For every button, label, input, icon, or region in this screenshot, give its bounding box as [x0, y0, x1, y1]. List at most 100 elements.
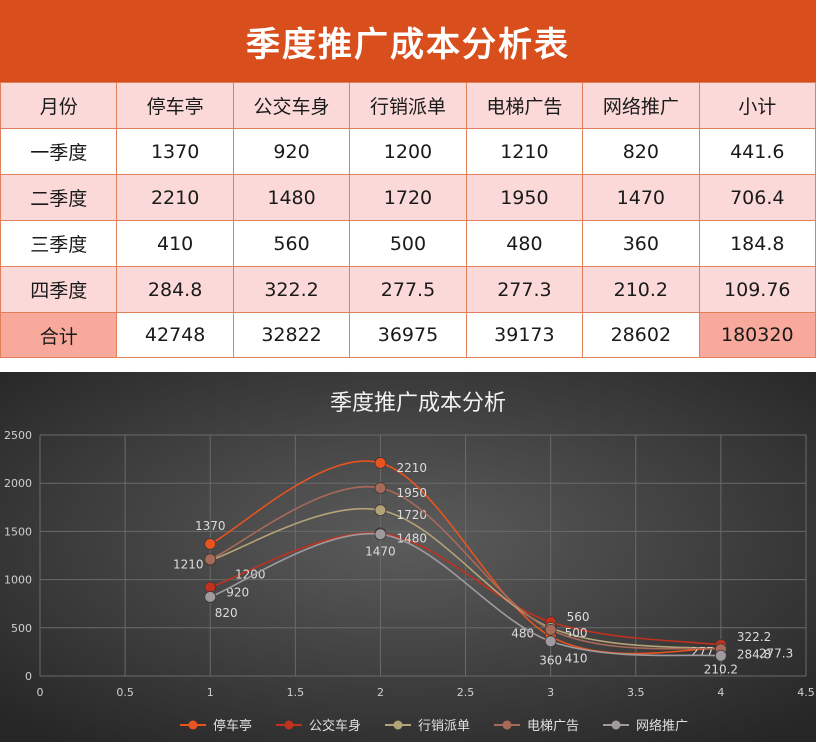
table-cell: 210.2	[582, 266, 700, 313]
table-cell: 360	[582, 220, 700, 267]
legend-marker	[393, 720, 403, 730]
table-cell: 一季度	[0, 128, 118, 175]
x-tick-label: 3.5	[627, 686, 645, 699]
y-tick-label: 1000	[4, 574, 32, 587]
header-cell: 电梯广告	[465, 82, 584, 129]
table-cell: 1370	[116, 128, 234, 175]
x-tick-label: 2.5	[457, 686, 475, 699]
table-cell: 1200	[349, 128, 467, 175]
chart-area: 季度推广成本分析 0 500 1000 1500 2000 2500 0 0.5 1 1.5 2 2.…	[0, 372, 816, 742]
table-header-row: 月份 停车亭 公交车身 行销派单 电梯广告 网络推广 小计	[0, 82, 816, 129]
data-label: 1720	[396, 508, 427, 522]
chart-background	[0, 372, 816, 742]
y-tick-label: 2000	[4, 477, 32, 490]
header-cell: 月份	[0, 82, 118, 129]
data-label: 1950	[396, 486, 427, 500]
chart-series: 1370 2210 410 284.8 920 1480 560 322.2 1200 1720 5…	[173, 457, 793, 677]
table-cell: 二季度	[0, 174, 118, 221]
x-tick-label: 1.5	[287, 686, 305, 699]
chart-axes: 0 500 1000 1500 2000 2500 0 0.5 1 1.5 2 2.5 3 3.5 4 4.5	[4, 429, 815, 699]
table-cell: 322.2	[232, 266, 351, 313]
data-label: 210.2	[704, 663, 738, 677]
data-point	[374, 457, 387, 469]
data-label: 1470	[365, 544, 396, 558]
legend-label: 网络推广	[636, 718, 688, 734]
series-line	[209, 460, 721, 655]
data-point	[204, 538, 217, 550]
y-tick-label: 500	[11, 622, 32, 635]
legend-marker	[502, 720, 512, 730]
table-cell: 920	[232, 128, 351, 175]
header-cell: 小计	[698, 82, 816, 129]
data-label: 500	[565, 626, 588, 640]
table-row: 四季度 284.8 322.2 277.5 277.3 210.2 109.76	[0, 266, 816, 313]
table-cell: 109.76	[698, 266, 816, 313]
x-tick-label: 3	[547, 686, 554, 699]
chart-legend: 停车亭 公交车身 行销派单 电梯广告 网络推广	[180, 718, 688, 734]
table-cell: 三季度	[0, 220, 118, 267]
table-cell: 1480	[232, 174, 351, 221]
data-label: 410	[565, 651, 588, 665]
table-cell: 1210	[465, 128, 584, 175]
table-row: 三季度 410 560 500 480 360 184.8	[0, 220, 816, 267]
data-label: 277.3	[759, 646, 793, 660]
table-cell: 441.6	[698, 128, 816, 175]
total-cell: 36975	[349, 312, 467, 358]
legend-marker	[611, 720, 621, 730]
x-tick-label: 0	[37, 686, 44, 699]
data-label: 1210	[173, 557, 204, 571]
header-cell: 公交车身	[232, 82, 351, 129]
total-label-cell: 合计	[0, 312, 118, 358]
x-tick-label: 4	[717, 686, 724, 699]
table-total-row: 合计 42748 32822 36975 39173 28602 180320	[0, 312, 816, 358]
data-point	[544, 635, 557, 648]
table-cell: 277.5	[349, 266, 467, 313]
table-cell: 284.8	[116, 266, 234, 313]
series-line	[209, 485, 721, 651]
table-cell: 2210	[116, 174, 234, 221]
x-tick-label: 2	[377, 686, 384, 699]
table-cell: 1470	[582, 174, 700, 221]
data-point	[374, 504, 387, 517]
data-point	[374, 528, 387, 541]
data-point	[204, 553, 217, 566]
data-label: 920	[226, 585, 249, 599]
data-label: 284.8	[737, 648, 771, 662]
table-row: 二季度 2210 1480 1720 1950 1470 706.4	[0, 174, 816, 221]
table-cell: 1950	[465, 174, 584, 221]
total-cell: 39173	[465, 312, 584, 358]
series-line	[209, 532, 721, 657]
y-tick-label: 0	[25, 670, 32, 683]
table-cell: 1720	[349, 174, 467, 221]
table-cell: 820	[582, 128, 700, 175]
data-label: 480	[511, 627, 534, 641]
page-title: 季度推广成本分析表	[0, 0, 816, 82]
data-label: 560	[567, 610, 590, 624]
x-tick-label: 1	[207, 686, 214, 699]
data-label: 1480	[396, 531, 427, 545]
y-tick-label: 1500	[4, 525, 32, 538]
legend-label: 电梯广告	[527, 719, 579, 734]
table-cell: 560	[232, 220, 351, 267]
table-cell: 277.3	[465, 266, 584, 313]
legend-label: 停车亭	[213, 718, 252, 734]
legend-label: 公交车身	[309, 718, 361, 734]
legend-label: 行销派单	[418, 719, 470, 734]
legend-marker	[284, 720, 294, 730]
data-label: 2210	[396, 461, 427, 475]
total-cell: 42748	[116, 312, 234, 358]
x-tick-label: 4.5	[797, 686, 815, 699]
data-point	[374, 482, 387, 494]
table-cell: 500	[349, 220, 467, 267]
cost-table: 月份 停车亭 公交车身 行销派单 电梯广告 网络推广 小计 一季度 1370 9…	[0, 82, 816, 358]
table-cell: 706.4	[698, 174, 816, 221]
table-cell: 480	[465, 220, 584, 267]
data-point	[544, 623, 557, 636]
total-cell: 32822	[232, 312, 351, 358]
table-cell: 184.8	[698, 220, 816, 267]
data-label: 1370	[195, 519, 226, 533]
header-cell: 行销派单	[349, 82, 467, 129]
chart-title: 季度推广成本分析	[330, 391, 506, 416]
grand-total-cell: 180320	[698, 312, 816, 358]
data-label: 820	[215, 606, 238, 620]
